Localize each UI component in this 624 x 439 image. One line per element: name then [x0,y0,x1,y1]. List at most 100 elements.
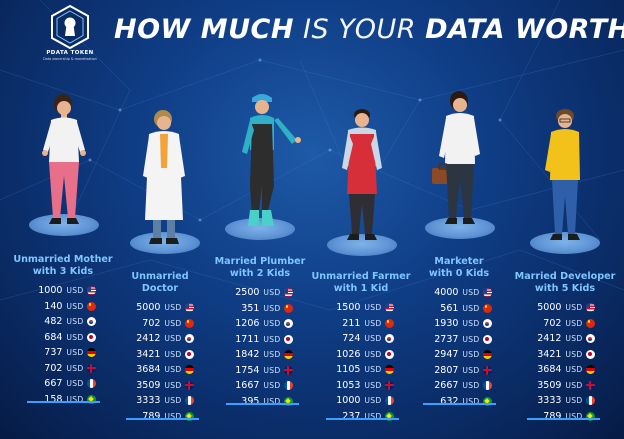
price-value: 2947 [434,349,459,361]
price-row: 3333 USD [513,393,609,409]
price-row: 1206 USD [211,316,307,332]
column-underline [126,418,199,420]
japan-flag-icon [283,334,293,344]
mother-figure [42,94,86,224]
price-row: 1930 USD [410,316,506,332]
profile-title-line1: Unmarried Farmer [311,271,411,282]
price-row: 632 USD [410,394,506,410]
currency-label: USD [462,288,480,298]
japan-flag-icon [184,349,194,359]
price-value: 211 [342,317,361,329]
currency-label: USD [263,396,281,406]
price-value: 395 [241,395,260,407]
price-row: 5000 USD [513,300,609,316]
price-list: 4000 USD 561 USD 1930 USD 2737 USD 2947 USD 2… [410,285,506,409]
currency-label: USD [565,303,583,313]
profile-title: Unmarried Farmer with 1 Kid [306,271,416,295]
price-row: 1000 USD [14,283,110,299]
profile-title-line2: with 2 Kids [229,268,291,279]
price-value: 3684 [136,364,161,376]
doctor-figure [143,110,185,244]
currency-label: USD [462,303,480,313]
currency-label: USD [462,319,480,329]
germany-flag-icon [585,365,595,375]
currency-label: USD [164,334,182,344]
platform-disc [29,214,99,236]
price-row: 3421 USD [112,347,208,363]
us-flag-icon [384,303,394,313]
price-value: 1105 [336,364,361,376]
price-row: 702 USD [513,316,609,332]
developer-figure [545,109,580,240]
korea-flag-icon [283,319,293,329]
currency-label: USD [462,350,480,360]
france-flag-icon [86,379,96,389]
price-row: 1842 USD [211,347,307,363]
brazil-flag-icon [184,411,194,421]
price-row: 1711 USD [211,332,307,348]
price-value: 1053 [336,379,361,391]
japan-flag-icon [482,334,492,344]
currency-label: USD [263,350,281,360]
profile-title: Unmarried Mother with 3 Kids [8,254,118,278]
currency-label: USD [66,332,84,342]
japan-flag-icon [384,349,394,359]
price-value: 237 [342,410,361,422]
price-row: 561 USD [410,301,506,317]
price-row: 482 USD [14,314,110,330]
profile-title-line1: Unmarried Mother [13,254,113,265]
price-value: 3421 [136,348,161,360]
price-row: 3509 USD [112,378,208,394]
price-row: 702 USD [14,361,110,377]
price-row: 2737 USD [410,332,506,348]
farmer-figure [342,109,382,240]
korea-flag-icon [384,334,394,344]
germany-flag-icon [86,348,96,358]
logo-tagline: Data ownership & monetization [43,57,97,61]
price-row: 2412 USD [513,331,609,347]
page-title: HOW MUCH IS YOUR DATA WORTH? [114,13,624,47]
currency-label: USD [263,365,281,375]
price-value: 2737 [434,333,459,345]
price-value: 4000 [434,287,459,299]
currency-label: USD [565,411,583,421]
france-flag-icon [384,396,394,406]
platform-disc [530,232,600,254]
china-flag-icon [184,318,194,328]
platform-disc [425,217,495,239]
price-value: 684 [44,331,63,343]
currency-label: USD [263,319,281,329]
price-value: 158 [44,393,63,405]
currency-label: USD [462,396,480,406]
price-value: 1000 [336,395,361,407]
uk-flag-icon [283,365,293,375]
price-row: 2667 USD [410,378,506,394]
profile-title-line1: Marketer [434,256,484,267]
currency-label: USD [164,365,182,375]
currency-label: USD [263,381,281,391]
price-value: 1930 [434,318,459,330]
title-is-your: IS YOUR [303,14,417,45]
price-value: 2412 [136,333,161,345]
price-row: 724 USD [312,331,408,347]
price-value: 1711 [235,333,260,345]
currency-label: USD [565,396,583,406]
price-row: 3333 USD [112,393,208,409]
price-value: 3509 [537,379,562,391]
brazil-flag-icon [384,411,394,421]
currency-label: USD [364,318,382,328]
profile-title-line2: with 3 Kids [32,266,94,277]
germany-flag-icon [482,350,492,360]
price-value: 667 [44,378,63,390]
price-row: 2807 USD [410,363,506,379]
currency-label: USD [565,349,583,359]
platform-disc [130,232,200,254]
currency-label: USD [364,334,382,344]
price-list: 5000 USD 702 USD 2412 USD 3421 USD 3684 USD 3… [513,300,609,424]
price-row: 140 USD [14,299,110,315]
price-value: 3509 [136,379,161,391]
currency-label: USD [164,411,182,421]
price-value: 737 [44,347,63,359]
price-row: 3684 USD [112,362,208,378]
us-flag-icon [86,286,96,296]
